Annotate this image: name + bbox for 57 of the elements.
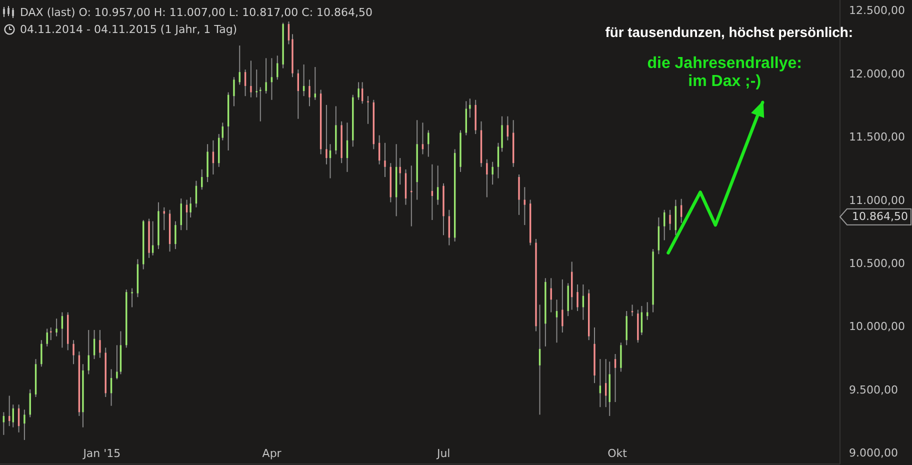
candlestick — [40, 340, 42, 368]
candlestick — [2, 412, 5, 436]
candlestick — [556, 299, 558, 344]
y-tick-label: 9.500,00 — [849, 383, 898, 396]
y-tick-label: 12.000,00 — [849, 67, 905, 80]
candlestick — [518, 174, 520, 216]
candlestick — [436, 165, 439, 206]
candlestick — [50, 326, 52, 341]
candlestick — [497, 142, 500, 179]
candlestick — [399, 158, 401, 186]
candlestick — [250, 60, 252, 98]
candlestick — [233, 76, 235, 107]
candlestick — [72, 340, 74, 365]
candlestick — [131, 288, 133, 308]
candlestick — [116, 344, 118, 380]
x-tick-label: Apr — [262, 447, 282, 460]
candlestick — [190, 196, 192, 218]
candlestick — [550, 278, 552, 313]
candlestick — [358, 82, 360, 100]
candlestick — [501, 116, 503, 152]
candlestick — [99, 329, 101, 358]
candlestick — [174, 220, 176, 250]
candlestick — [631, 304, 634, 317]
candlestick — [620, 342, 622, 372]
y-tick-label: 11.000,00 — [849, 194, 905, 207]
candlestick — [367, 96, 369, 124]
candlestick — [492, 161, 494, 186]
text: 04.11.2014 - 04.11.2015 (1 Jahr, 1 Tag) — [20, 22, 238, 36]
x-tick-label: Jul — [436, 447, 450, 460]
text: 10.864,50 — [852, 210, 908, 224]
candlestick — [56, 318, 58, 337]
candlestick — [486, 158, 488, 198]
y-tick-label: 9.000,00 — [849, 446, 898, 460]
candlestick — [308, 79, 310, 107]
candlestick — [256, 69, 258, 98]
x-tick-label: Jan '15 — [82, 447, 121, 460]
text: DAX (last) O: 10.957,00 H: 11.007,00 L: 10.817,00 C: 10.864,50 — [20, 6, 373, 18]
candlestick — [222, 122, 224, 141]
x-tick-label: Okt — [608, 447, 628, 460]
candlestick — [576, 284, 578, 312]
annotation: für tausendunzen, höchst persönlich: — [605, 24, 853, 40]
candlestick — [46, 328, 48, 347]
candlestick — [506, 116, 509, 141]
y-tick-label: 12.500,00 — [849, 4, 905, 18]
y-tick-label: 11.500,00 — [849, 130, 905, 144]
text: die Jahresendrallye: im Dax ;-) — [647, 55, 802, 90]
candlestick — [614, 354, 616, 403]
y-tick-label: 10.500,00 — [849, 256, 905, 270]
candlestick — [326, 104, 328, 165]
candlestick — [212, 140, 214, 175]
candlestick — [265, 58, 267, 94]
candlestick — [384, 142, 386, 178]
candlestick — [469, 98, 471, 118]
y-tick-label: 10.000,00 — [849, 320, 905, 334]
candlestick — [24, 409, 26, 440]
candlestick — [314, 66, 316, 100]
candlestick — [562, 278, 564, 334]
